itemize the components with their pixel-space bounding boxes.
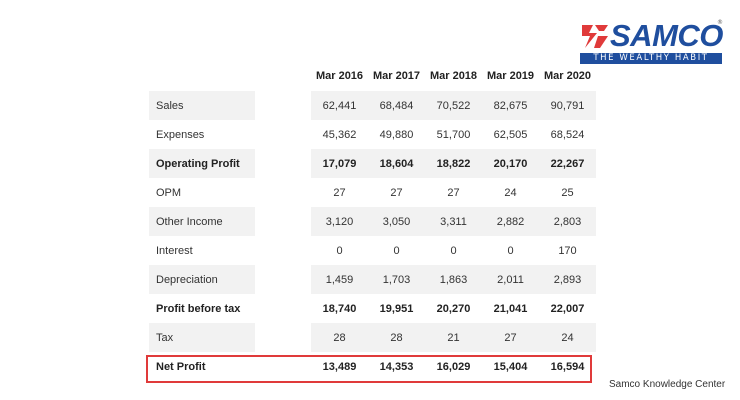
table-row: Interest 0 0 0 0 170 (149, 236, 596, 265)
value-cell: 22,267 (539, 149, 596, 178)
logo-wordmark: SAMCO (610, 18, 723, 53)
value-cell: 3,050 (368, 207, 425, 236)
value-cell: 49,880 (379, 128, 414, 141)
row-gap (255, 178, 311, 207)
value-cell: 70,522 (425, 91, 482, 120)
value-cell: 21 (425, 323, 482, 352)
row-gap (255, 323, 311, 352)
value-cell: 18,822 (425, 149, 482, 178)
header-gap-cell (255, 60, 311, 91)
value-cell: 18,740 (322, 302, 357, 315)
header-label-cell (149, 60, 255, 91)
value-cell: 90,791 (539, 91, 596, 120)
value-cell: 0 (393, 244, 400, 257)
value-cell: 1,459 (311, 265, 368, 294)
value-cell: 62,505 (493, 128, 528, 141)
row-gap (255, 149, 311, 178)
row-gap (255, 91, 311, 120)
value-cell: 68,524 (550, 128, 585, 141)
table-row: Operating Profit 17,079 18,604 18,822 20,170… (149, 149, 596, 178)
value-cell: 22,007 (550, 302, 585, 315)
value-cell: 68,484 (368, 91, 425, 120)
value-cell: 51,700 (436, 128, 471, 141)
row-gap (255, 207, 311, 236)
value-cell: 62,441 (311, 91, 368, 120)
value-cell: 18,604 (368, 149, 425, 178)
value-cell: 1,703 (368, 265, 425, 294)
row-gap (255, 120, 311, 149)
value-cell: 0 (336, 244, 343, 257)
value-cell: 45,362 (322, 128, 357, 141)
table-row: Depreciation 1,459 1,703 1,863 2,011 2,893 (149, 265, 596, 294)
value-cell: 27 (333, 186, 346, 199)
value-cell: 2,803 (539, 207, 596, 236)
value-cell: 24 (539, 323, 596, 352)
value-cell: 1,863 (425, 265, 482, 294)
row-label: Other Income (149, 207, 255, 236)
financial-table: Mar 2016 Mar 2017 Mar 2018 Mar 2019 Mar … (149, 60, 596, 381)
value-cell: 27 (447, 186, 460, 199)
value-cell: 82,675 (482, 91, 539, 120)
header-row: Mar 2016 Mar 2017 Mar 2018 Mar 2019 Mar … (149, 60, 596, 91)
row-label: Operating Profit (149, 149, 255, 178)
value-cell: 19,951 (379, 302, 414, 315)
value-cell: 25 (561, 186, 574, 199)
value-cell: 2,893 (539, 265, 596, 294)
row-label: Tax (149, 323, 255, 352)
registered-mark: ® (717, 19, 723, 26)
row-gap (255, 265, 311, 294)
year-header: Mar 2020 (543, 69, 592, 82)
value-cell: 2,011 (482, 265, 539, 294)
row-label: Interest (156, 244, 193, 257)
value-cell: 17,079 (311, 149, 368, 178)
row-gap (255, 294, 311, 323)
row-label: OPM (156, 186, 182, 199)
value-cell: 28 (368, 323, 425, 352)
value-cell: 14,353 (379, 360, 414, 373)
value-cell: 16,029 (436, 360, 471, 373)
value-cell: 2,882 (482, 207, 539, 236)
row-label: Net Profit (156, 360, 206, 373)
value-cell: 13,489 (322, 360, 357, 373)
value-cell: 0 (450, 244, 457, 257)
value-cell: 170 (558, 244, 577, 257)
table-row: Sales 62,441 68,484 70,522 82,675 90,791 (149, 91, 596, 120)
row-label: Depreciation (149, 265, 255, 294)
value-cell: 16,594 (550, 360, 585, 373)
samco-logo: SAMCO ® THE WEALTHY HABIT (578, 19, 724, 65)
table-row: Tax 28 28 21 27 24 (149, 323, 596, 352)
source-caption: Samco Knowledge Center (609, 379, 726, 390)
year-header: Mar 2016 (315, 69, 364, 82)
year-header: Mar 2019 (486, 69, 535, 82)
row-label: Profit before tax (156, 302, 241, 315)
value-cell: 27 (390, 186, 403, 199)
row-label: Expenses (156, 128, 205, 141)
year-header: Mar 2018 (429, 69, 478, 82)
table-row: Other Income 3,120 3,050 3,311 2,882 2,803 (149, 207, 596, 236)
samco-mark-icon (582, 25, 608, 48)
value-cell: 15,404 (493, 360, 528, 373)
row-gap (255, 236, 311, 265)
table-row: Net Profit 13,489 14,353 16,029 15,404 16,594 (149, 352, 596, 381)
value-cell: 28 (311, 323, 368, 352)
table-row: Expenses 45,362 49,880 51,700 62,505 68,524 (149, 120, 596, 149)
year-header: Mar 2017 (372, 69, 421, 82)
value-cell: 20,170 (482, 149, 539, 178)
value-cell: 21,041 (493, 302, 528, 315)
value-cell: 0 (507, 244, 514, 257)
logo-tagline: THE WEALTHY HABIT (580, 53, 722, 64)
table-row: OPM 27 27 27 24 25 (149, 178, 596, 207)
value-cell: 3,311 (425, 207, 482, 236)
row-label: Sales (149, 91, 255, 120)
row-gap (255, 352, 311, 381)
value-cell: 27 (482, 323, 539, 352)
value-cell: 20,270 (436, 302, 471, 315)
table-row: Profit before tax 18,740 19,951 20,270 21,04… (149, 294, 596, 323)
value-cell: 3,120 (311, 207, 368, 236)
value-cell: 24 (504, 186, 517, 199)
